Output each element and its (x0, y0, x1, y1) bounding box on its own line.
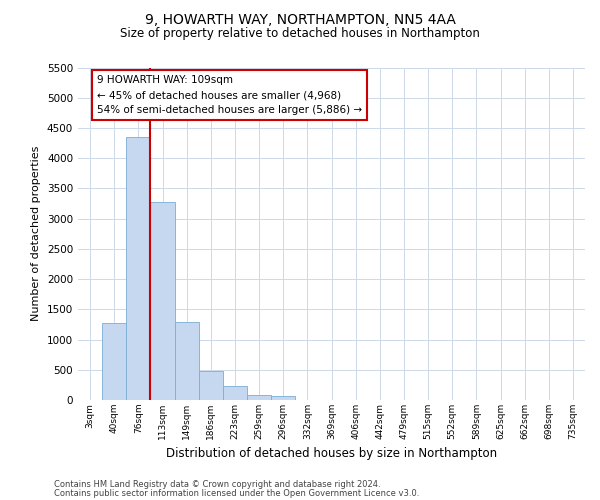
Bar (271, 396, 295, 400)
Y-axis label: Number of detached properties: Number of detached properties (31, 146, 41, 322)
Text: Size of property relative to detached houses in Northampton: Size of property relative to detached ho… (120, 28, 480, 40)
Bar (126, 137, 151, 400)
Bar (223, 386, 247, 400)
Text: 9 HOWARTH WAY: 109sqm
← 45% of detached houses are smaller (4,968)
54% of semi-d: 9 HOWARTH WAY: 109sqm ← 45% of detached … (97, 76, 362, 115)
Bar (102, 323, 126, 400)
Bar (199, 372, 223, 400)
Bar (151, 202, 175, 400)
X-axis label: Distribution of detached houses by size in Northampton: Distribution of detached houses by size … (166, 448, 497, 460)
Text: Contains public sector information licensed under the Open Government Licence v3: Contains public sector information licen… (54, 488, 419, 498)
Bar (175, 322, 199, 400)
Text: Contains HM Land Registry data © Crown copyright and database right 2024.: Contains HM Land Registry data © Crown c… (54, 480, 380, 489)
Text: 9, HOWARTH WAY, NORTHAMPTON, NN5 4AA: 9, HOWARTH WAY, NORTHAMPTON, NN5 4AA (145, 12, 455, 26)
Bar (247, 394, 271, 400)
